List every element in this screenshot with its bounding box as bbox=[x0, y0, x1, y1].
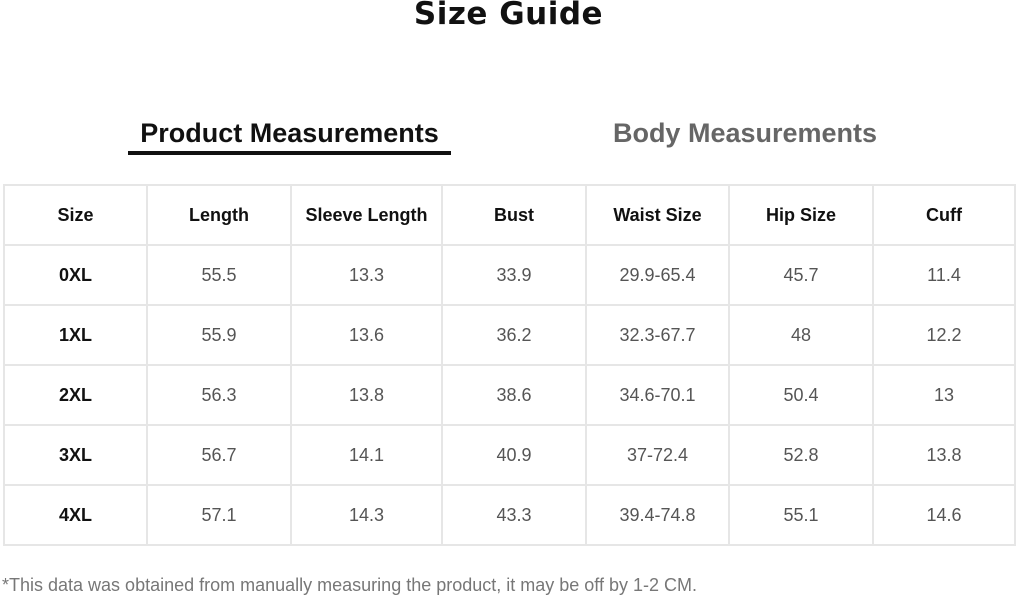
table-cell: 13.6 bbox=[290, 304, 443, 366]
table-cell: 43.3 bbox=[441, 484, 587, 546]
tab-product-measurements[interactable]: Product Measurements bbox=[128, 118, 451, 155]
column-header: Length bbox=[146, 184, 292, 246]
table-cell: 38.6 bbox=[441, 364, 587, 426]
column-header: Cuff bbox=[872, 184, 1016, 246]
size-cell: 3XL bbox=[3, 424, 148, 486]
table-cell: 56.3 bbox=[146, 364, 292, 426]
table-row: 0XL 55.5 13.3 33.9 29.9-65.4 45.7 11.4 bbox=[3, 244, 1016, 306]
table-cell: 14.1 bbox=[290, 424, 443, 486]
table-row: 1XL 55.9 13.6 36.2 32.3-67.7 48 12.2 bbox=[3, 304, 1016, 366]
table-cell: 39.4-74.8 bbox=[585, 484, 730, 546]
table-cell: 56.7 bbox=[146, 424, 292, 486]
table-row: 4XL 57.1 14.3 43.3 39.4-74.8 55.1 14.6 bbox=[3, 484, 1016, 546]
table-cell: 55.9 bbox=[146, 304, 292, 366]
table-cell: 32.3-67.7 bbox=[585, 304, 730, 366]
table-cell: 45.7 bbox=[728, 244, 874, 306]
table-row: 3XL 56.7 14.1 40.9 37-72.4 52.8 13.8 bbox=[3, 424, 1016, 486]
page-title: Size Guide bbox=[413, 0, 604, 32]
size-cell: 0XL bbox=[3, 244, 148, 306]
column-header: Hip Size bbox=[728, 184, 874, 246]
table-cell: 40.9 bbox=[441, 424, 587, 486]
table-cell: 33.9 bbox=[441, 244, 587, 306]
table-cell: 55.1 bbox=[728, 484, 874, 546]
table-row: 2XL 56.3 13.8 38.6 34.6-70.1 50.4 13 bbox=[3, 364, 1016, 426]
size-table: Size Length Sleeve Length Bust Waist Size Hip… bbox=[3, 184, 1016, 546]
table-cell: 34.6-70.1 bbox=[585, 364, 730, 426]
table-cell: 13.8 bbox=[872, 424, 1016, 486]
column-header: Sleeve Length bbox=[290, 184, 443, 246]
table-cell: 11.4 bbox=[872, 244, 1016, 306]
tab-body-measurements[interactable]: Body Measurements bbox=[612, 118, 878, 148]
table-cell: 13 bbox=[872, 364, 1016, 426]
table-cell: 37-72.4 bbox=[585, 424, 730, 486]
size-cell: 4XL bbox=[3, 484, 148, 546]
table-cell: 57.1 bbox=[146, 484, 292, 546]
table-cell: 13.8 bbox=[290, 364, 443, 426]
column-header: Bust bbox=[441, 184, 587, 246]
size-cell: 1XL bbox=[3, 304, 148, 366]
table-cell: 55.5 bbox=[146, 244, 292, 306]
table-cell: 14.3 bbox=[290, 484, 443, 546]
table-cell: 14.6 bbox=[872, 484, 1016, 546]
table-cell: 52.8 bbox=[728, 424, 874, 486]
column-header: Waist Size bbox=[585, 184, 730, 246]
table-cell: 50.4 bbox=[728, 364, 874, 426]
table-cell: 29.9-65.4 bbox=[585, 244, 730, 306]
size-cell: 2XL bbox=[3, 364, 148, 426]
measurement-note: *This data was obtained from manually me… bbox=[2, 575, 698, 595]
table-cell: 13.3 bbox=[290, 244, 443, 306]
table-cell: 12.2 bbox=[872, 304, 1016, 366]
header-row: Size Length Sleeve Length Bust Waist Size Hip… bbox=[3, 184, 1016, 246]
table-cell: 48 bbox=[728, 304, 874, 366]
table-cell: 36.2 bbox=[441, 304, 587, 366]
column-header: Size bbox=[3, 184, 148, 246]
